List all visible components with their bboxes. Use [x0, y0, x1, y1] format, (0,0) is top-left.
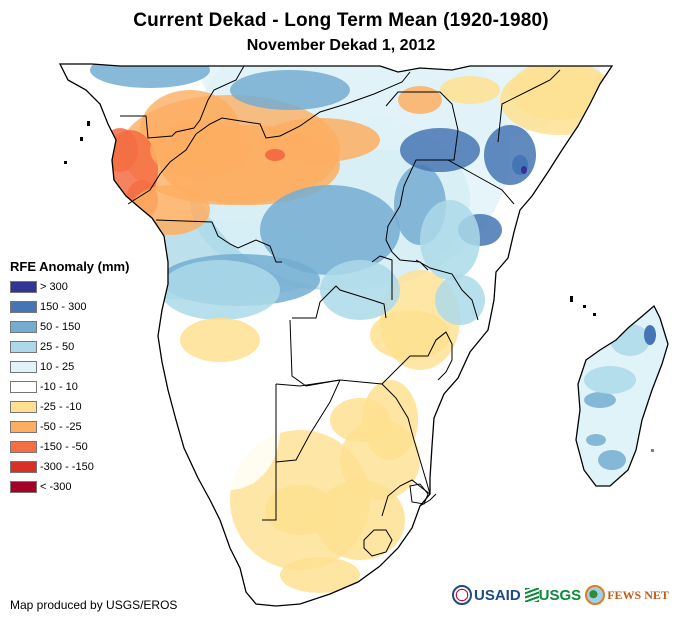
legend-item: -50 - -25 [10, 418, 129, 436]
legend-label: -10 - 10 [40, 381, 78, 393]
legend-swatch [10, 301, 37, 313]
legend-label: -25 - -10 [40, 401, 82, 413]
legend-swatch [10, 401, 37, 413]
legend-label: 25 - 50 [40, 341, 75, 353]
anomaly-region-south-africa-east [315, 480, 405, 560]
anomaly-region-somalia [440, 76, 500, 104]
country-borders [120, 65, 561, 557]
legend: RFE Anomaly (mm) > 300 150 - 300 50 - 150 2… [10, 259, 129, 498]
legend-swatch [10, 421, 37, 433]
fewsnet-logo: FEWS NET [585, 585, 669, 605]
anomaly-area [584, 366, 636, 394]
anomaly-core [521, 166, 527, 174]
anomaly-region-central-africa-north [150, 122, 250, 178]
legend-swatch [10, 341, 37, 353]
legend-item: 10 - 25 [10, 358, 129, 376]
legend-swatch [10, 441, 37, 453]
anomaly-region-west-africa-coast [102, 128, 138, 172]
legend-item: < -300 [10, 478, 129, 496]
anomaly-core [644, 325, 656, 345]
legend-swatch [10, 321, 37, 333]
legend-title: RFE Anomaly (mm) [10, 259, 130, 274]
usaid-logo: USAID [452, 585, 521, 605]
anomaly-region-drc-congo-basin [230, 70, 350, 110]
madagascar-raster [576, 306, 668, 486]
anomaly-area [586, 434, 606, 446]
map-subtitle: November Dekad 1, 2012 [246, 37, 436, 54]
legend-item: 25 - 50 [10, 338, 129, 356]
usaid-wordmark: USAID [474, 586, 521, 604]
logo-bar: USAID USGS FEWS NET [452, 585, 669, 605]
anomaly-region-drc-congo-basin [90, 64, 210, 88]
legend-label: 50 - 150 [40, 321, 81, 333]
anomaly-area [584, 392, 616, 408]
islands [64, 121, 654, 452]
legend-swatch [10, 361, 37, 373]
map-title: Current Dekad - Long Term Mean (1920-198… [133, 10, 549, 31]
anomaly-area [598, 450, 626, 470]
anomaly-region-drc-congo-basin [260, 185, 400, 275]
anomaly-region-somalia [500, 65, 612, 135]
legend-label: -50 - -25 [40, 421, 82, 433]
legend-swatch [10, 281, 37, 293]
usgs-logo: USGS [524, 586, 582, 604]
fewsnet-wordmark: FEWS NET [607, 588, 669, 602]
legend-item: -300 - -150 [10, 458, 129, 476]
legend-label: -150 - -50 [40, 441, 88, 453]
anomaly-region-angola-zambia [160, 260, 280, 320]
map-credit: Map produced by USGS/EROS [10, 598, 178, 612]
anomaly-region-mozambique-zimbabwe [180, 318, 260, 362]
legend-label: 10 - 25 [40, 361, 75, 373]
anomaly-region-south-africa-east [265, 485, 335, 535]
globe-icon [585, 585, 606, 605]
usgs-wordmark: USGS [538, 586, 582, 604]
legend-swatch [10, 461, 37, 473]
anomaly-core [265, 149, 285, 161]
legend-label: > 300 [40, 281, 68, 293]
anomaly-region-angola-zambia [320, 260, 400, 320]
anomaly-region-east-africa-kenya [400, 128, 480, 172]
legend-item: -10 - 10 [10, 378, 129, 396]
legend-item: -25 - -10 [10, 398, 129, 416]
anomaly-region-angola-zambia [420, 200, 480, 280]
legend-swatch [10, 481, 37, 493]
legend-label: -300 - -150 [40, 461, 94, 473]
legend-item: 50 - 150 [10, 318, 129, 336]
anomaly-region-central-africa-north [260, 118, 380, 162]
usaid-seal-icon [452, 585, 472, 605]
legend-item: 150 - 300 [10, 298, 129, 316]
legend-label: 150 - 300 [40, 301, 87, 313]
legend-label: < -300 [40, 481, 72, 493]
legend-item: > 300 [10, 278, 129, 296]
anomaly-region-angola-zambia [435, 275, 485, 325]
usgs-wave-icon [524, 588, 539, 602]
anomaly-region-mozambique-zimbabwe [370, 310, 450, 360]
anomaly-region-mozambique-zimbabwe [330, 398, 390, 442]
legend-swatch [10, 381, 37, 393]
anomaly-region-central-africa-north [398, 86, 442, 114]
anomaly-region-east-africa-kenya [484, 125, 536, 185]
anomaly-region-south-africa-east [280, 557, 360, 593]
legend-item: -150 - -50 [10, 438, 129, 456]
anomaly-region-namibia-botswana [180, 370, 280, 490]
madagascar-coastline [575, 304, 669, 487]
